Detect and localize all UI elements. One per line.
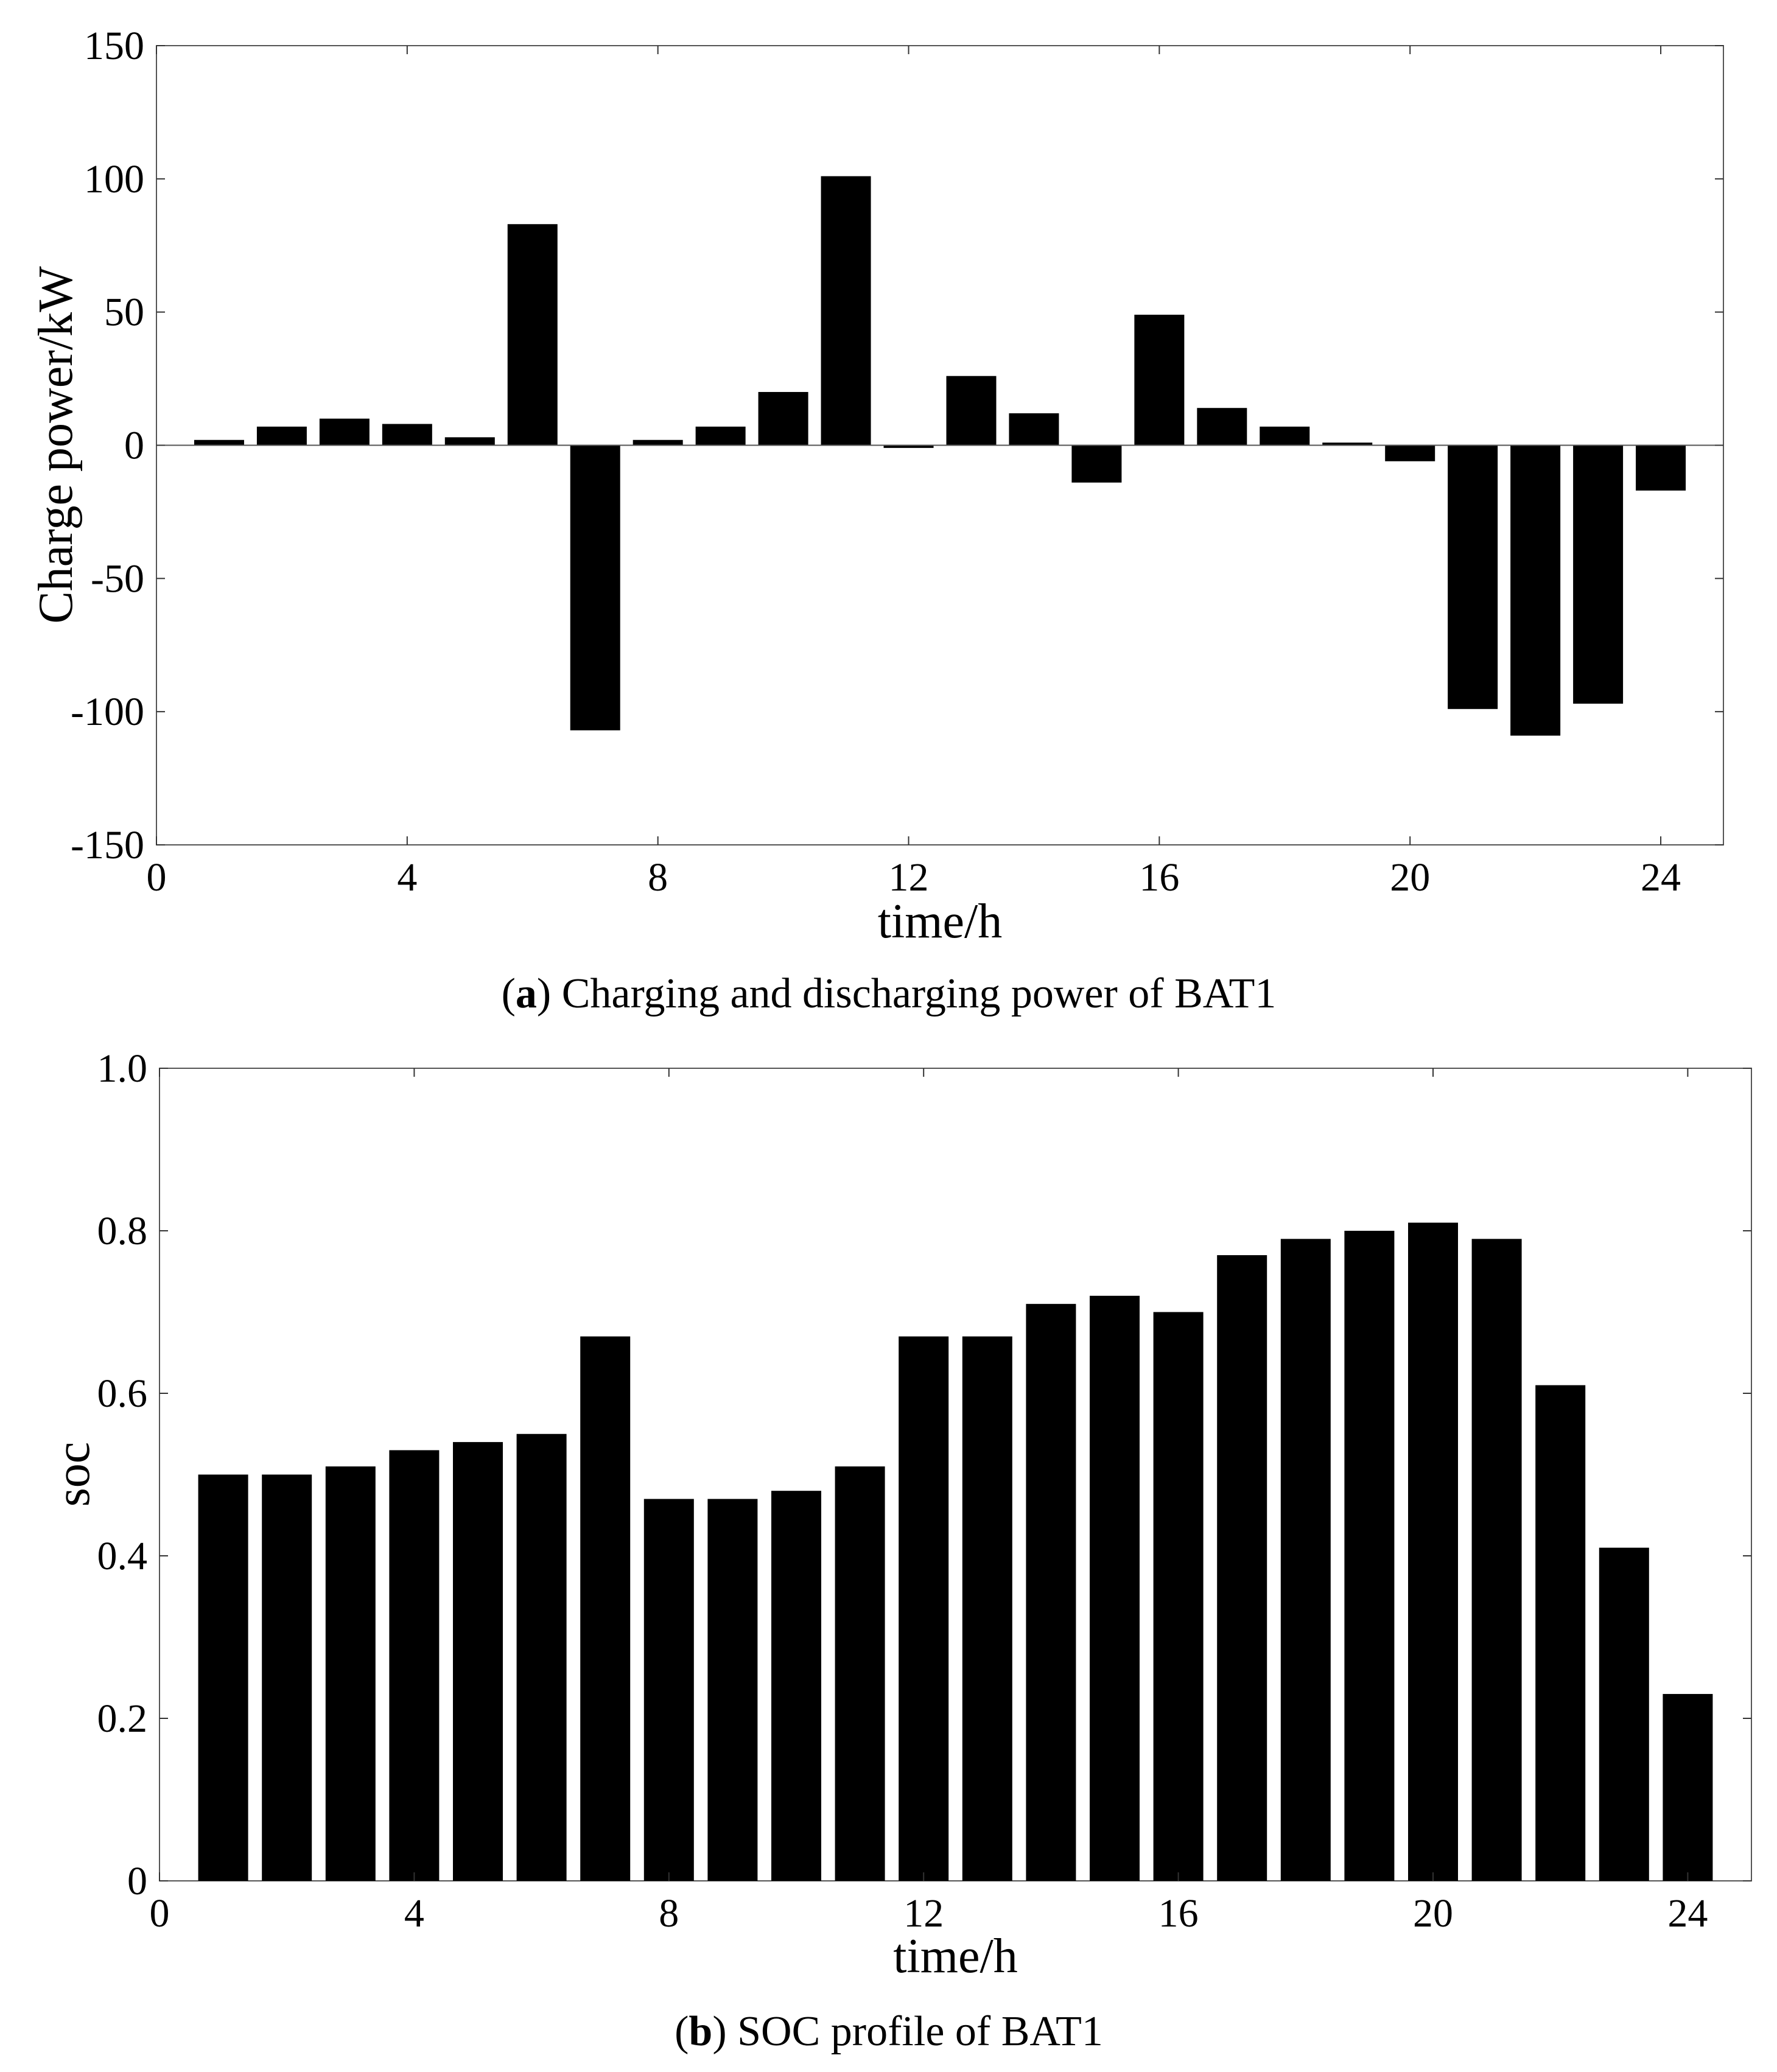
caption-letter: b	[689, 2008, 712, 2055]
caption-letter: a	[516, 970, 537, 1017]
y-tick-label: 0	[127, 1859, 147, 1903]
x-tick-label: 4	[397, 855, 417, 900]
bar-hour-23	[1573, 445, 1624, 704]
bar-hour-1	[194, 439, 244, 446]
bar-hour-7	[570, 445, 620, 730]
bar-hour-24	[1663, 1693, 1713, 1881]
bar-hour-11	[835, 1466, 885, 1881]
bar-hour-18	[1260, 426, 1310, 446]
bar-hour-14	[1026, 1304, 1076, 1881]
bar-hour-3	[319, 418, 370, 446]
bar-hour-14	[1009, 413, 1059, 446]
caption-text: ) SOC profile of BAT1	[712, 2008, 1103, 2055]
y-axis-title: Charge power/kW	[29, 266, 83, 624]
x-tick-label: 0	[150, 1891, 170, 1936]
x-tick-label: 12	[903, 1891, 944, 1936]
bar-hour-11	[821, 176, 871, 446]
x-axis-title: time/h	[893, 1930, 1017, 1983]
bar-hour-6	[507, 224, 558, 446]
x-tick-label: 4	[404, 1891, 424, 1936]
x-axis-title: time/h	[878, 895, 1002, 948]
bar-hour-15	[1090, 1295, 1140, 1881]
bar-hour-8	[633, 439, 683, 446]
bar-hour-17	[1197, 408, 1247, 446]
bar-hour-4	[382, 424, 432, 446]
bar-hour-19	[1322, 443, 1373, 446]
bar-hour-23	[1599, 1547, 1649, 1881]
caption-prefix: (	[675, 2008, 689, 2055]
caption-text: ) Charging and discharging power of BAT1	[537, 970, 1276, 1017]
bar-hour-1	[198, 1474, 248, 1881]
bar-hour-19	[1344, 1231, 1395, 1881]
chart-b-soc-profile: 1.0 0.8 0.6 0.4 0.2 00 4 8 12 16 20 24 time/h soc (b) …	[46, 1046, 1752, 2055]
y-tick-label: 50	[104, 290, 144, 335]
bar-hour-16	[1153, 1312, 1204, 1881]
y-tick-label: -50	[91, 556, 144, 601]
bar-hour-15	[1071, 445, 1122, 483]
bar-hour-12	[883, 445, 934, 448]
y-tick-label: 0.4	[97, 1534, 148, 1578]
y-tick-label: -100	[71, 690, 144, 734]
y-tick-label: 1.0	[97, 1046, 148, 1091]
bar-hour-9	[695, 426, 746, 446]
x-tick-label: 16	[1139, 855, 1179, 900]
bar-hour-18	[1280, 1239, 1331, 1881]
bar-hour-24	[1636, 445, 1686, 491]
figure-caption: (b) SOC profile of BAT1	[675, 2008, 1103, 2055]
x-tick-label: 20	[1390, 855, 1430, 900]
figure-caption: (a) Charging and discharging power of BA…	[502, 970, 1277, 1017]
x-tick-label: 24	[1641, 855, 1681, 900]
bar-hour-13	[962, 1336, 1012, 1881]
bar-hour-13	[946, 376, 997, 446]
bar-hour-22	[1510, 445, 1561, 736]
bar-hour-22	[1535, 1385, 1586, 1881]
bar-hour-2	[262, 1474, 312, 1881]
caption-prefix: (	[502, 970, 516, 1017]
bar-hour-7	[580, 1336, 631, 1881]
x-tick-label: 0	[147, 855, 167, 900]
bar-hour-20	[1408, 1222, 1458, 1881]
bar-hour-12	[899, 1336, 949, 1881]
bar-hour-8	[643, 1499, 694, 1881]
y-tick-label: 0	[124, 424, 144, 468]
bar-hour-9	[707, 1499, 758, 1881]
bar-hour-21	[1471, 1239, 1522, 1881]
y-tick-label: 0.2	[97, 1696, 148, 1741]
x-tick-label: 16	[1158, 1891, 1199, 1936]
y-tick-label: -150	[71, 823, 144, 867]
bar-hour-16	[1134, 315, 1185, 446]
bar-hour-20	[1385, 445, 1435, 461]
bar-hour-5	[444, 437, 495, 446]
bar-hour-2	[256, 426, 307, 446]
x-tick-label: 8	[648, 855, 668, 900]
bar-hour-4	[389, 1450, 440, 1881]
x-tick-label: 8	[659, 1891, 679, 1936]
bar-hour-5	[453, 1442, 503, 1881]
x-tick-label: 20	[1413, 1891, 1453, 1936]
plot-frame	[159, 1068, 1752, 1881]
x-tick-label: 24	[1667, 1891, 1708, 1936]
y-tick-label: 0.8	[97, 1209, 148, 1253]
bar-hour-10	[758, 391, 808, 446]
bar-hour-6	[516, 1433, 567, 1881]
y-tick-label: 0.6	[97, 1371, 148, 1416]
bar-hour-10	[771, 1491, 821, 1881]
y-tick-label: 100	[84, 157, 144, 201]
bar-hour-3	[325, 1466, 376, 1881]
bar-hour-17	[1217, 1255, 1267, 1881]
y-axis-title: soc	[46, 1442, 100, 1507]
bar-hour-21	[1448, 445, 1498, 709]
x-tick-label: 12	[889, 855, 929, 900]
y-tick-label: 150	[84, 24, 144, 68]
